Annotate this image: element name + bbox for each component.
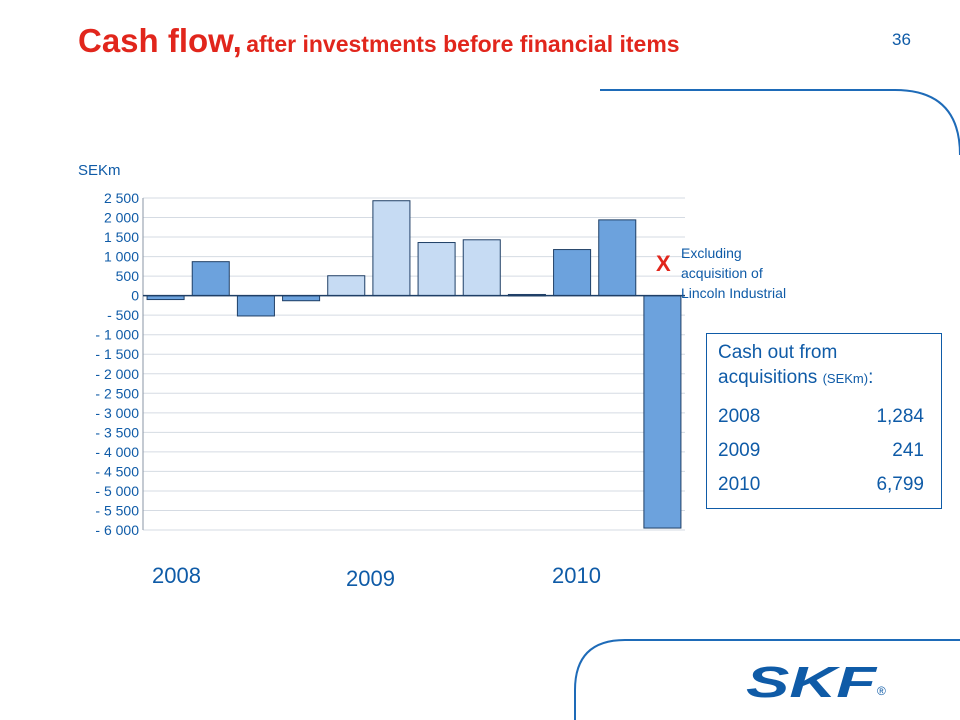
y-tick-label: - 3 500 <box>95 424 139 440</box>
y-tick-label: - 5 000 <box>95 483 139 499</box>
y-tick-label: - 4 500 <box>95 463 139 479</box>
title-sub: after investments before financial items <box>246 31 680 57</box>
bar-2009-6 <box>372 200 411 297</box>
acquisition-year: 2010 <box>718 474 761 495</box>
y-tick-label: 500 <box>116 268 140 284</box>
bar-2010-10 <box>553 249 592 297</box>
y-tick-label: - 1 000 <box>95 327 139 343</box>
registered-mark: ® <box>877 684 886 698</box>
acquisition-value: 1,284 <box>876 406 924 427</box>
y-tick-label: - 2 500 <box>95 385 139 401</box>
acquisitions-box: Cash out from acquisitions (SEKm): 2008 … <box>706 333 942 509</box>
page-number: 36 <box>892 30 911 49</box>
exclusion-note-line-3: Lincoln Industrial <box>681 285 787 301</box>
y-tick-label: 2 000 <box>104 210 139 226</box>
acquisitions-heading-line2: acquisitions <box>718 367 818 388</box>
exclusion-note: Excluding acquisition of Lincoln Industr… <box>681 243 786 303</box>
title-main: Cash flow, <box>78 22 242 59</box>
bar-2008-2 <box>191 261 230 297</box>
acquisitions-heading-line1: Cash out from <box>718 342 838 363</box>
exclusion-note-line-1: Excluding <box>681 245 742 261</box>
page-title: Cash flow, after investments before fina… <box>78 22 680 60</box>
bar-2009-8 <box>462 239 501 297</box>
acquisition-value: 6,799 <box>876 474 924 495</box>
bar-2009-7 <box>417 242 456 297</box>
acquisitions-heading-unit: (SEKm) <box>822 371 869 386</box>
year-label-2009: 2009 <box>346 566 395 591</box>
y-axis-unit: SEKm <box>78 162 121 179</box>
exclusion-x-mark: X <box>656 251 671 276</box>
skf-logo-text: SKF <box>746 662 878 702</box>
y-tick-label: - 2 000 <box>95 366 139 382</box>
skf-logo: SKF ® <box>746 662 886 702</box>
bar-2010-12 <box>643 295 682 529</box>
y-tick-label: - 5 500 <box>95 502 139 518</box>
bar-2010-11 <box>598 219 637 297</box>
y-tick-label: - 6 000 <box>95 522 139 538</box>
exclusion-note-line-2: acquisition of <box>681 265 763 281</box>
acquisition-year: 2008 <box>718 406 761 427</box>
bar-2008-4 <box>282 295 321 302</box>
y-tick-label: 1 000 <box>104 249 139 265</box>
y-tick-label: - 4 000 <box>95 444 139 460</box>
y-tick-label: - 500 <box>107 307 139 323</box>
year-label-2008: 2008 <box>152 563 201 588</box>
acquisitions-heading: Cash out from acquisitions (SEKm): <box>718 340 873 391</box>
y-tick-label: 1 500 <box>104 229 139 245</box>
year-label-2010: 2010 <box>552 563 601 588</box>
y-tick-label: 0 <box>131 288 139 304</box>
acquisition-value: 241 <box>892 440 924 461</box>
bar-2009-5 <box>327 275 366 297</box>
acquisition-year: 2009 <box>718 440 761 461</box>
y-tick-label: - 3 000 <box>95 405 139 421</box>
acquisitions-heading-colon: : <box>868 367 874 388</box>
bar-2008-3 <box>236 295 275 317</box>
y-tick-label: 2 500 <box>104 190 139 206</box>
y-tick-label: - 1 500 <box>95 346 139 362</box>
